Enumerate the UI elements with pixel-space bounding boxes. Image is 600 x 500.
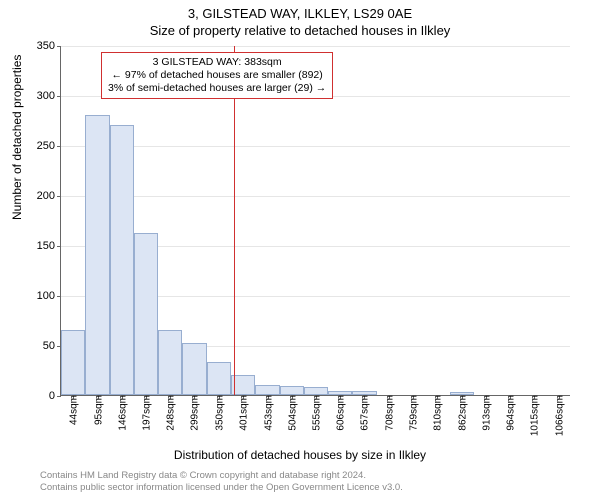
gridline [61,46,570,47]
histogram-bar [182,343,206,395]
xtick-label: 299sqm [188,395,201,431]
ytick-label: 0 [49,390,61,402]
xtick-label: 401sqm [236,395,249,431]
xtick-label: 1015sqm [528,395,541,436]
x-axis-label: Distribution of detached houses by size … [0,448,600,462]
ytick-label: 100 [37,290,61,302]
ytick-label: 300 [37,90,61,102]
histogram-bar [110,125,134,395]
chart-title-sub: Size of property relative to detached ho… [0,21,600,42]
xtick-label: 555sqm [310,395,323,431]
xtick-label: 862sqm [455,395,468,431]
ytick-label: 250 [37,140,61,152]
xtick-label: 44sqm [67,395,80,425]
xtick-label: 248sqm [164,395,177,431]
annotation-box: 3 GILSTEAD WAY: 383sqm← 97% of detached … [101,52,333,99]
histogram-bar [207,362,231,395]
gridline [61,146,570,147]
histogram-bar [158,330,182,395]
xtick-label: 95sqm [91,395,104,425]
histogram-bar [61,330,85,395]
ytick-label: 200 [37,190,61,202]
xtick-label: 504sqm [285,395,298,431]
chart-title-main: 3, GILSTEAD WAY, ILKLEY, LS29 0AE [0,0,600,21]
xtick-label: 657sqm [358,395,371,431]
ytick-label: 150 [37,240,61,252]
footer-line-1: Contains HM Land Registry data © Crown c… [40,470,403,482]
gridline [61,196,570,197]
histogram-bar [304,387,328,395]
xtick-label: 606sqm [334,395,347,431]
chart-container: 3, GILSTEAD WAY, ILKLEY, LS29 0AE Size o… [0,0,600,500]
histogram-bar [280,386,304,395]
histogram-bar [134,233,158,395]
xtick-label: 350sqm [212,395,225,431]
xtick-label: 913sqm [480,395,493,431]
xtick-label: 810sqm [431,395,444,431]
annotation-line-2: ← 97% of detached houses are smaller (89… [108,69,326,82]
annotation-line-3: 3% of semi-detached houses are larger (2… [108,82,326,95]
xtick-label: 197sqm [140,395,153,431]
xtick-label: 964sqm [504,395,517,431]
ytick-label: 350 [37,40,61,52]
xtick-label: 1066sqm [552,395,565,436]
xtick-label: 708sqm [382,395,395,431]
plot: 05010015020025030035044sqm95sqm146sqm197… [60,46,570,396]
histogram-bar [85,115,109,395]
annotation-line-1: 3 GILSTEAD WAY: 383sqm [108,56,326,69]
footer-line-2: Contains public sector information licen… [40,482,403,494]
y-axis-label: Number of detached properties [10,55,24,220]
histogram-bar [255,385,279,395]
plot-area: 05010015020025030035044sqm95sqm146sqm197… [60,46,570,396]
xtick-label: 146sqm [115,395,128,431]
xtick-label: 759sqm [406,395,419,431]
xtick-label: 453sqm [261,395,274,431]
footer-text: Contains HM Land Registry data © Crown c… [40,470,403,494]
ytick-label: 50 [43,340,61,352]
